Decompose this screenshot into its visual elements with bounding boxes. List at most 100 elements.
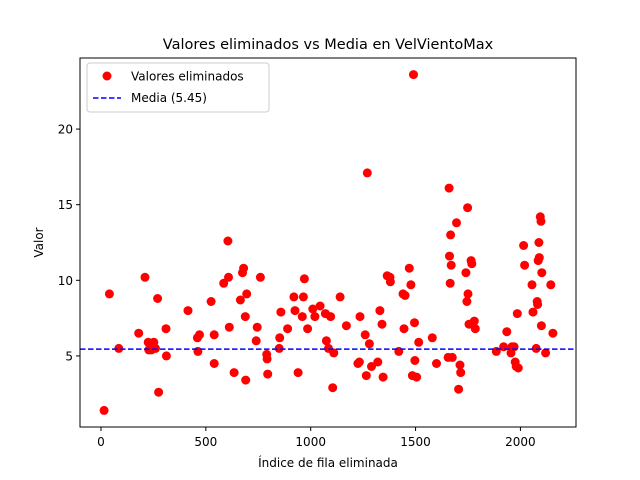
data-point [223, 236, 233, 246]
data-point [275, 333, 285, 343]
data-point [536, 321, 546, 331]
data-point [362, 168, 372, 178]
data-point [427, 333, 437, 343]
data-point [502, 327, 512, 337]
data-point [315, 301, 325, 311]
data-point [360, 330, 370, 340]
data-point [385, 277, 395, 287]
data-point [262, 354, 272, 364]
plot-area-frame [79, 57, 577, 428]
data-point [499, 342, 509, 352]
x-tick-label: 1500 [400, 435, 431, 449]
data-point [454, 384, 464, 394]
data-point [409, 70, 418, 80]
data-point [161, 351, 171, 361]
data-point [321, 336, 331, 346]
data-point [99, 405, 109, 415]
data-point [404, 263, 414, 273]
data-point [241, 375, 251, 385]
chart-title: Valores eliminados vs Media en VelViento… [163, 37, 494, 53]
data-point [193, 346, 203, 356]
data-point [114, 343, 124, 353]
data-point [446, 230, 456, 240]
data-point [299, 274, 309, 284]
x-axis-label: Índice de fila eliminada [258, 455, 398, 470]
data-point [527, 280, 537, 290]
data-point [541, 348, 551, 358]
data-point [455, 360, 465, 370]
data-point [444, 183, 454, 193]
data-point [378, 372, 388, 382]
data-point [161, 324, 171, 334]
data-point [519, 241, 529, 250]
data-point [354, 357, 364, 367]
data-point [308, 304, 318, 314]
data-point [329, 348, 339, 358]
data-point [154, 387, 164, 397]
data-point [283, 324, 293, 334]
data-point [239, 263, 249, 273]
data-point [399, 324, 409, 334]
y-tick-label: 15 [58, 198, 73, 212]
data-point [452, 218, 461, 228]
data-point [209, 330, 219, 340]
data-point [298, 292, 308, 302]
data-point [513, 363, 523, 373]
data-point [209, 359, 219, 368]
data-point [274, 343, 284, 353]
legend: Valores eliminados Media (5.45) [86, 62, 270, 113]
data-point [235, 295, 245, 305]
data-point [400, 290, 410, 300]
x-tick-label: 1000 [295, 435, 326, 449]
data-point [224, 272, 233, 282]
data-point [445, 278, 455, 288]
data-point [206, 297, 216, 306]
data-point [289, 292, 299, 302]
data-point [290, 306, 300, 316]
data-point [140, 272, 150, 282]
data-point [195, 330, 204, 340]
data-point [414, 337, 424, 347]
data-point [446, 260, 456, 270]
data-point [509, 342, 519, 352]
data-point [463, 289, 473, 299]
x-tick-label: 500 [194, 435, 217, 449]
data-point [297, 312, 307, 322]
y-axis-label: Valor [32, 227, 46, 257]
data-point [242, 289, 252, 299]
data-point [229, 368, 239, 378]
data-points [99, 70, 558, 415]
data-point [355, 312, 365, 322]
data-point [219, 278, 229, 288]
data-point [462, 297, 472, 306]
data-point [410, 318, 419, 328]
data-point [534, 253, 544, 263]
legend-box [86, 62, 270, 113]
data-point [367, 362, 376, 371]
data-point [377, 319, 387, 329]
data-point [534, 238, 544, 247]
y-tick-label: 10 [58, 274, 73, 288]
y-tick-label: 5 [65, 349, 73, 363]
data-point [364, 339, 374, 349]
data-point [240, 312, 250, 322]
axis-ticks: 0 500 1000 1500 2000 5 10 15 20 [58, 123, 536, 449]
data-point [183, 306, 193, 316]
y-tick-label: 20 [58, 123, 73, 137]
data-point [293, 368, 303, 378]
data-point [447, 352, 457, 362]
data-point [328, 383, 338, 393]
data-point [537, 268, 547, 278]
data-point [533, 300, 543, 309]
data-point [326, 312, 336, 322]
data-point [341, 321, 351, 331]
legend-label-points: Valores eliminados [131, 70, 244, 84]
data-point [470, 324, 480, 334]
x-tick-label: 2000 [505, 435, 536, 449]
data-point [469, 316, 479, 326]
data-point [335, 292, 345, 302]
data-point [263, 369, 273, 379]
data-point [104, 289, 114, 299]
data-point [445, 251, 454, 261]
